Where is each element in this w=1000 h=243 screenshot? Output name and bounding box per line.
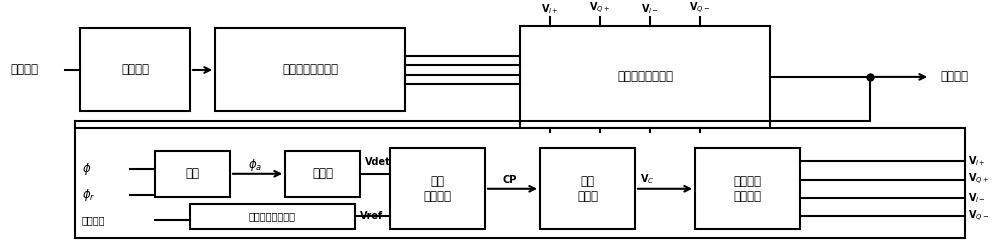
Text: 控制电压
生成电路: 控制电压 生成电路 [733, 175, 762, 203]
Text: V$_{Q+}$: V$_{Q+}$ [968, 172, 989, 187]
Text: CP: CP [503, 174, 517, 184]
Text: V$_C$: V$_C$ [640, 173, 654, 186]
Text: V$_{I+}$: V$_{I+}$ [968, 154, 986, 168]
Text: 控制编码: 控制编码 [82, 215, 106, 225]
FancyBboxPatch shape [215, 28, 405, 112]
FancyBboxPatch shape [540, 148, 635, 229]
Text: 正交信号生成网络: 正交信号生成网络 [282, 63, 338, 77]
Text: $\phi$: $\phi$ [82, 161, 91, 177]
Text: $\phi_a$: $\phi_a$ [248, 156, 262, 173]
Text: 滤波器: 滤波器 [312, 167, 333, 180]
FancyBboxPatch shape [75, 128, 965, 238]
Text: V$_{I-}$: V$_{I-}$ [641, 2, 659, 16]
Text: 有源巴伦: 有源巴伦 [121, 63, 149, 77]
Text: 矢量调制合成电路: 矢量调制合成电路 [617, 70, 673, 83]
Text: 与门: 与门 [186, 167, 200, 180]
Text: V$_{Q+}$: V$_{Q+}$ [589, 1, 611, 16]
Text: 信号输出: 信号输出 [940, 70, 968, 83]
Text: 参考电压生成电路: 参考电压生成电路 [249, 211, 296, 221]
FancyBboxPatch shape [390, 148, 485, 229]
Text: V$_{I+}$: V$_{I+}$ [541, 2, 559, 16]
Text: 信号输入: 信号输入 [10, 63, 38, 77]
Text: $\phi_r$: $\phi_r$ [82, 187, 96, 203]
Text: 电压
比较电路: 电压 比较电路 [424, 175, 452, 203]
Text: Vref: Vref [360, 211, 383, 221]
FancyBboxPatch shape [285, 151, 360, 197]
Text: V$_{Q-}$: V$_{Q-}$ [689, 1, 711, 16]
Text: V$_{I-}$: V$_{I-}$ [968, 191, 986, 205]
Text: 状态
储存器: 状态 储存器 [577, 175, 598, 203]
FancyBboxPatch shape [520, 26, 770, 128]
FancyBboxPatch shape [155, 151, 230, 197]
Text: V$_{Q-}$: V$_{Q-}$ [968, 209, 989, 224]
FancyBboxPatch shape [80, 28, 190, 112]
FancyBboxPatch shape [695, 148, 800, 229]
Text: Vdet: Vdet [365, 157, 391, 167]
FancyBboxPatch shape [190, 204, 355, 229]
